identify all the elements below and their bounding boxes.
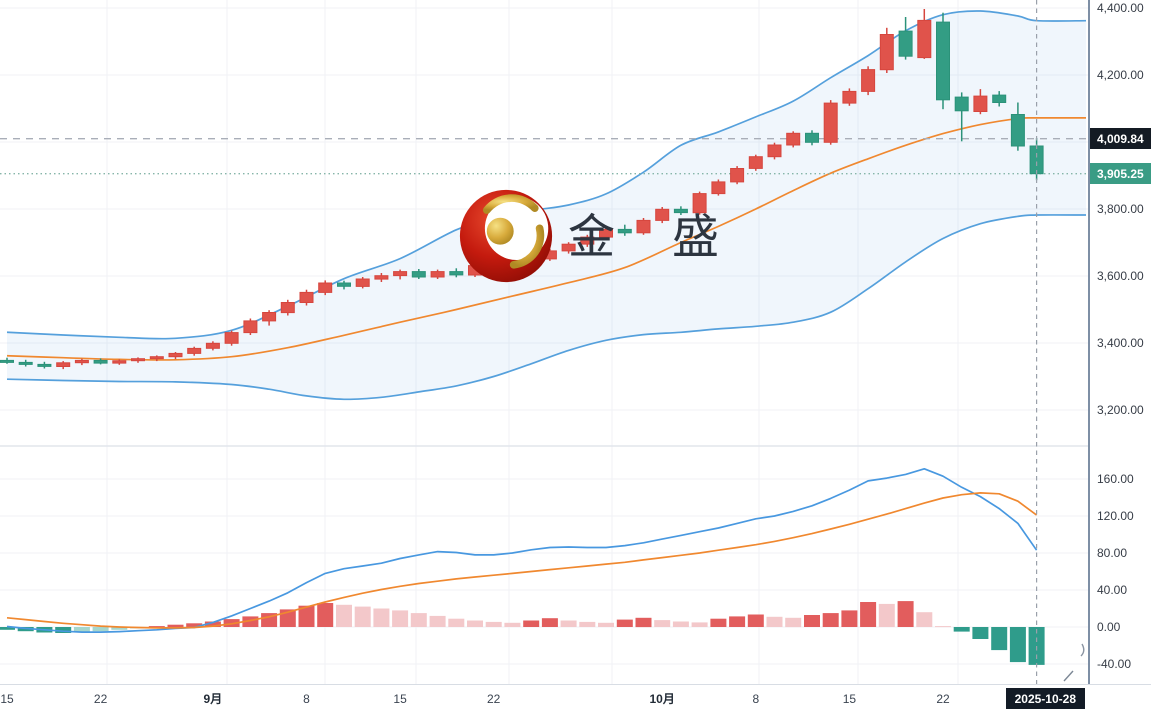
current-date-badge: 2025-10-28: [1005, 688, 1085, 709]
time-axis-label: 15: [0, 691, 14, 706]
time-axis-label: 15: [842, 691, 857, 706]
time-axis-label: 22: [936, 691, 950, 706]
time-axis-label: 10月: [649, 692, 675, 706]
time-axis-label: 8: [752, 691, 760, 706]
candlestick-chart[interactable]: [0, 0, 1088, 684]
indicator-axis-label: -40.00: [1097, 657, 1132, 671]
price-axis-label: 4,200.00: [1097, 68, 1144, 82]
indicator-axis-label: 80.00: [1097, 546, 1128, 560]
indicator-axis-label: 0.00: [1097, 620, 1121, 634]
price-axis-label: 3,200.00: [1097, 403, 1144, 417]
time-axis-label: 22: [487, 691, 501, 706]
price-axis-label: 4,400.00: [1097, 1, 1144, 15]
price-axis-label: 3,800.00: [1097, 202, 1144, 216]
time-axis[interactable]: 2025-10-28 15 22 9月 8 15 22 10月 8 15 22: [0, 684, 1151, 712]
price-axis-label: 3,600.00: [1097, 269, 1144, 283]
last-price-badge: 3,905.25: [1090, 163, 1151, 185]
price-axis[interactable]: 4,009.84 3,905.25 4,400.00 4,200.00 3,800.…: [1088, 0, 1151, 684]
time-axis-label: 8: [303, 691, 310, 706]
time-axis-label: 15: [393, 691, 407, 706]
time-axis-label: 22: [93, 691, 108, 706]
prev-close-price-badge: 4,009.84: [1090, 128, 1151, 150]
indicator-axis-label: 120.00: [1097, 509, 1134, 523]
price-axis-label: 3,400.00: [1097, 336, 1144, 350]
indicator-axis-label: 40.00: [1097, 583, 1128, 597]
indicator-axis-label: 160.00: [1097, 472, 1134, 486]
time-axis-label: 9月: [203, 692, 223, 706]
